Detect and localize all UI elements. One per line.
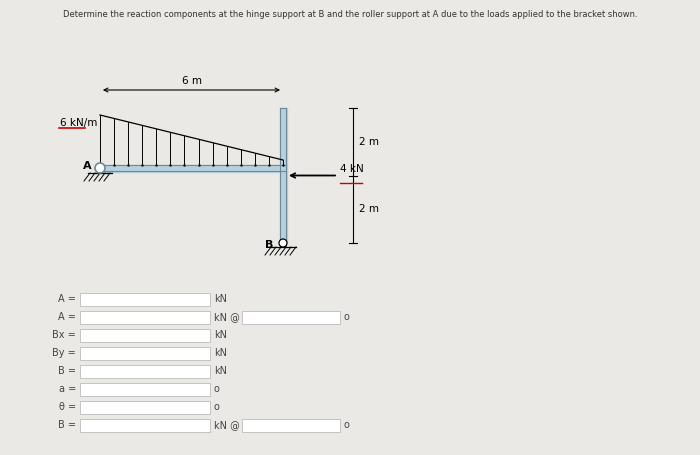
Text: By =: By = bbox=[52, 349, 76, 359]
Bar bbox=[80, 401, 210, 414]
Text: θ =: θ = bbox=[59, 403, 76, 413]
Bar bbox=[80, 311, 210, 324]
Text: kN: kN bbox=[214, 330, 227, 340]
Text: 2 m: 2 m bbox=[359, 137, 379, 147]
Text: kN: kN bbox=[214, 366, 227, 376]
Text: o: o bbox=[344, 420, 350, 430]
Text: 4 kN: 4 kN bbox=[340, 163, 364, 173]
Bar bbox=[80, 329, 210, 342]
Text: 2 m: 2 m bbox=[359, 204, 379, 214]
Bar bbox=[242, 419, 340, 432]
Text: kN: kN bbox=[214, 349, 227, 359]
Bar bbox=[80, 383, 210, 396]
Text: o: o bbox=[214, 403, 220, 413]
Bar bbox=[280, 108, 287, 243]
Text: B =: B = bbox=[58, 366, 76, 376]
Text: B =: B = bbox=[58, 420, 76, 430]
Text: A =: A = bbox=[58, 294, 76, 304]
Text: a =: a = bbox=[59, 384, 76, 394]
Bar bbox=[242, 311, 340, 324]
Text: Bx =: Bx = bbox=[52, 330, 76, 340]
Bar bbox=[80, 365, 210, 378]
Text: A: A bbox=[83, 161, 92, 171]
Bar bbox=[80, 347, 210, 360]
Text: 6 kN/m: 6 kN/m bbox=[60, 118, 97, 128]
Text: 6 m: 6 m bbox=[181, 76, 202, 86]
Bar bbox=[100, 165, 283, 172]
Circle shape bbox=[279, 239, 287, 247]
Text: B: B bbox=[265, 240, 273, 250]
Text: kN: kN bbox=[214, 294, 227, 304]
Text: o: o bbox=[214, 384, 220, 394]
Text: kN @: kN @ bbox=[214, 313, 239, 323]
Text: Determine the reaction components at the hinge support at B and the roller suppo: Determine the reaction components at the… bbox=[63, 10, 637, 19]
Circle shape bbox=[95, 163, 105, 173]
Text: kN @: kN @ bbox=[214, 420, 239, 430]
Text: A =: A = bbox=[58, 313, 76, 323]
Text: o: o bbox=[344, 313, 350, 323]
Bar bbox=[80, 293, 210, 306]
Bar bbox=[80, 419, 210, 432]
